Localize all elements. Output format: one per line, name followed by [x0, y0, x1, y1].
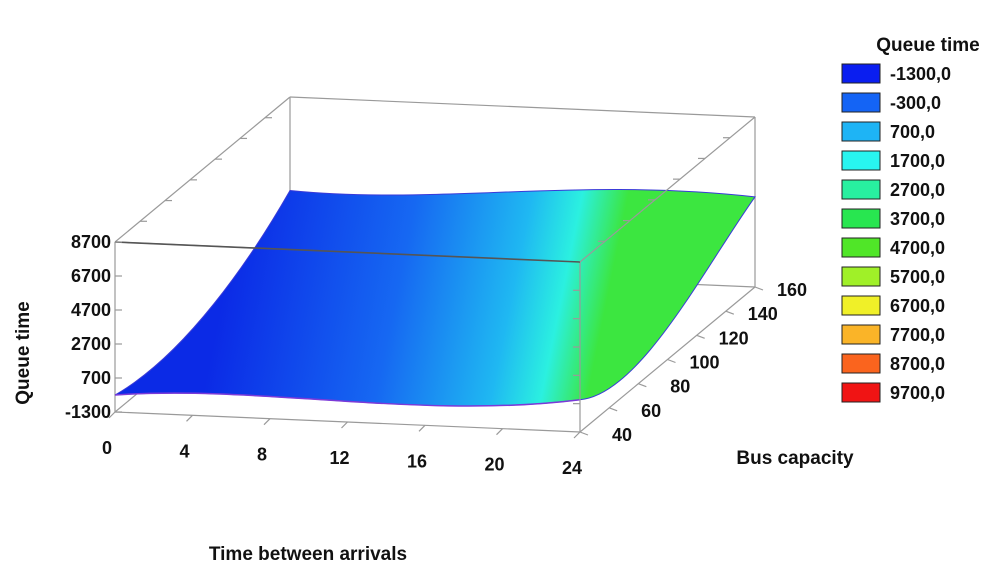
x-tick-label: 0	[102, 438, 112, 458]
legend-label: -1300,0	[890, 64, 951, 84]
legend-swatch	[841, 92, 881, 113]
y-tick-label: 100	[689, 353, 719, 373]
z-axis-title: Queue time	[13, 301, 34, 404]
y-tick-label: 140	[748, 304, 778, 324]
surface-front-edge	[114, 392, 581, 407]
legend-swatch	[841, 324, 881, 345]
z-tick-label: 2700	[71, 334, 111, 354]
x-tick-label: 12	[329, 448, 349, 468]
y-tick-mark	[667, 358, 676, 364]
y-tick-mark	[579, 431, 589, 436]
legend-label: 6700,0	[890, 296, 945, 316]
x-tick-label: 24	[562, 458, 582, 478]
x-tick-mark	[418, 424, 426, 432]
legend-swatch	[841, 63, 881, 84]
surface-top	[114, 189, 756, 407]
legend-label: 3700,0	[890, 209, 945, 229]
legend-swatch	[841, 121, 881, 142]
z-tick-label: 6700	[71, 266, 111, 286]
legend-label: 9700,0	[890, 383, 945, 403]
y-tick-label: 60	[641, 401, 661, 421]
legend-swatch	[841, 150, 881, 171]
x-tick-label: 4	[179, 441, 189, 461]
legend-label: 1700,0	[890, 151, 945, 171]
box-edge	[289, 96, 756, 118]
x-tick-label: 8	[257, 445, 267, 465]
y-tick-label: 80	[670, 377, 690, 397]
y-axis-title: Bus capacity	[736, 448, 854, 469]
box-edge	[114, 241, 581, 263]
legend-label: -300,0	[890, 93, 941, 113]
x-tick-label: 16	[407, 451, 427, 471]
y-tick-label: 40	[612, 425, 632, 445]
legend-label: 7700,0	[890, 325, 945, 345]
legend-label: 2700,0	[890, 180, 945, 200]
legend-swatch	[841, 266, 881, 287]
box-edge	[114, 96, 291, 243]
legend-swatch	[841, 353, 881, 374]
y-tick-mark	[696, 334, 705, 339]
axis-ticks: -1300 700 2700 4700 6700 8700 0 4 8 12 16 20 24 40 60 8…	[65, 117, 807, 478]
x-tick-mark	[108, 411, 116, 419]
legend-swatch	[841, 179, 881, 200]
x-tick-mark	[341, 421, 348, 429]
legend-label: 4700,0	[890, 238, 945, 258]
y-tick-mark	[725, 310, 735, 315]
z-tick-label: -1300	[65, 402, 111, 422]
box-edge	[579, 116, 756, 263]
y-tick-label: 120	[719, 328, 749, 348]
legend-label: 5700,0	[890, 267, 945, 287]
z-tick-label: 700	[81, 368, 111, 388]
response-surface	[114, 189, 756, 407]
legend-label: 700,0	[890, 122, 935, 142]
legend: Queue time -1300,0 -300,0 700,0 1700,0 2700,…	[841, 35, 980, 403]
legend-swatch	[841, 237, 881, 258]
legend-swatch	[841, 295, 881, 316]
x-tick-mark	[263, 418, 271, 426]
x-tick-mark	[573, 431, 581, 439]
z-tick-label: 8700	[71, 232, 111, 252]
x-tick-mark	[186, 414, 193, 422]
y-tick-mark	[608, 407, 618, 412]
legend-title: Queue time	[876, 35, 979, 56]
legend-label: 8700,0	[890, 354, 945, 374]
y-tick-mark	[754, 286, 764, 291]
y-tick-mark	[638, 383, 647, 388]
x-tick-label: 20	[484, 455, 504, 475]
legend-swatch	[841, 382, 881, 403]
x-axis-title: Time between arrivals	[209, 544, 407, 565]
z-tick-label: 4700	[71, 300, 111, 320]
y-tick-label: 160	[777, 280, 807, 300]
x-tick-mark	[496, 428, 503, 436]
legend-swatch	[841, 208, 881, 229]
